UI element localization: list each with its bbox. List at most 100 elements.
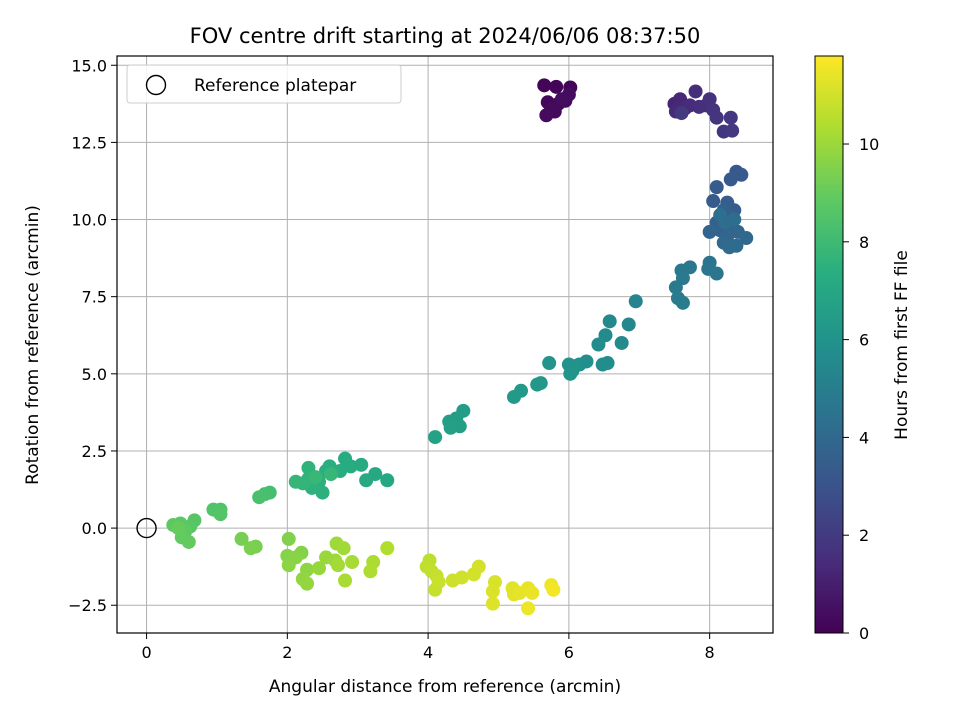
scatter-point (729, 238, 744, 253)
scatter-point (600, 356, 615, 371)
colorbar: 0 2 4 6 8 10 Hours from first FF file (814, 55, 912, 643)
legend-entry-reference: Reference platepar (194, 76, 356, 96)
scatter-point (428, 430, 443, 445)
scatter-point (702, 92, 717, 107)
scatter-point (549, 79, 564, 94)
scatter-point (709, 266, 724, 281)
grid-lines (117, 56, 773, 633)
scatter-point (709, 110, 724, 125)
scatter-point (171, 521, 186, 536)
scatter-point (288, 474, 303, 489)
y-tick-label: 5.0 (82, 365, 107, 384)
scatter-point (591, 337, 606, 352)
scatter-point (723, 172, 738, 187)
scatter-point (739, 231, 754, 246)
scatter-point (281, 531, 296, 546)
legend: Reference platepar (126, 64, 402, 104)
colorbar-tick-label: 6 (859, 331, 869, 350)
y-axis-ticks: −2.5 0.0 2.5 5.0 7.5 10.0 12.5 15.0 (68, 56, 117, 615)
colorbar-gradient (814, 55, 844, 634)
scatter-point (443, 420, 458, 435)
x-tick-label: 6 (564, 643, 574, 662)
scatter-point (354, 457, 369, 472)
x-tick-label: 0 (141, 643, 151, 662)
scatter-point (252, 490, 267, 505)
colorbar-tick-label: 4 (859, 428, 869, 447)
scatter-point (243, 541, 258, 556)
scatter-point (521, 601, 536, 616)
scatter-point (702, 224, 717, 239)
scatter-point (431, 575, 446, 590)
scatter-point (602, 314, 617, 329)
colorbar-tick-label: 8 (859, 233, 869, 252)
scatter-point (713, 207, 728, 222)
colorbar-tick-label: 2 (859, 526, 869, 545)
y-tick-label: 10.0 (71, 211, 107, 230)
data-points (166, 78, 754, 616)
scatter-point (709, 180, 724, 195)
scatter-point (485, 584, 500, 599)
legend-box (126, 64, 402, 104)
scatter-point (338, 451, 353, 466)
scatter-point (727, 212, 742, 227)
scatter-point (530, 377, 545, 392)
scatter-point (485, 596, 500, 611)
scatter-point (300, 576, 315, 591)
scatter-point (338, 573, 353, 588)
scatter-point (315, 485, 330, 500)
scatter-point (345, 555, 360, 570)
colorbar-tick-label: 0 (859, 624, 869, 643)
y-tick-label: 0.0 (82, 519, 107, 538)
scatter-point (688, 84, 703, 99)
scatter-point (539, 108, 554, 123)
scatter-point (454, 570, 469, 585)
x-tick-label: 2 (282, 643, 292, 662)
scatter-point (312, 561, 327, 576)
scatter-point (723, 110, 738, 125)
scatter-point (380, 541, 395, 556)
scatter-point (674, 106, 689, 121)
chart-title: FOV centre drift starting at 2024/06/06 … (190, 24, 701, 48)
y-tick-label: 2.5 (82, 442, 107, 461)
scatter-point (380, 473, 395, 488)
scatter-point (563, 366, 578, 381)
y-tick-label: 7.5 (82, 288, 107, 307)
scatter-point (181, 534, 196, 549)
scatter-point (331, 558, 346, 573)
scatter-point (628, 294, 643, 309)
scatter-point (734, 167, 749, 182)
scatter-point (359, 473, 374, 488)
scatter-point (668, 280, 683, 295)
scatter-point (725, 123, 740, 138)
colorbar-tick-label: 10 (859, 135, 879, 154)
scatter-point (213, 507, 228, 522)
reference-platepar-marker (136, 517, 157, 539)
x-tick-label: 4 (423, 643, 433, 662)
scatter-point (706, 194, 721, 209)
scatter-point (554, 92, 569, 107)
x-tick-label: 8 (705, 643, 715, 662)
scatter-point (281, 558, 296, 573)
y-tick-label: 15.0 (71, 56, 107, 75)
scatter-point (234, 531, 249, 546)
scatter-point (506, 389, 521, 404)
colorbar-label: Hours from first FF file (892, 250, 912, 440)
x-axis-ticks: 0 2 4 6 8 (141, 633, 715, 662)
scatter-point (323, 467, 338, 482)
scatter-point (546, 582, 561, 597)
y-axis-label: Rotation from reference (arcmin) (23, 205, 43, 485)
scatter-point (675, 295, 690, 310)
y-tick-label: 12.5 (71, 133, 107, 152)
legend-marker-icon (145, 74, 167, 96)
y-tick-label: −2.5 (68, 596, 107, 615)
reference-marker-group (136, 517, 157, 539)
scatter-point (471, 559, 486, 574)
scatter-point (621, 317, 636, 332)
scatter-point (614, 335, 629, 350)
x-axis-label: Angular distance from reference (arcmin) (269, 677, 621, 697)
scatter-point (525, 585, 540, 600)
scatter-point (542, 356, 557, 371)
scatter-point (537, 78, 552, 93)
colorbar-ticks: 0 2 4 6 8 10 (843, 135, 879, 643)
